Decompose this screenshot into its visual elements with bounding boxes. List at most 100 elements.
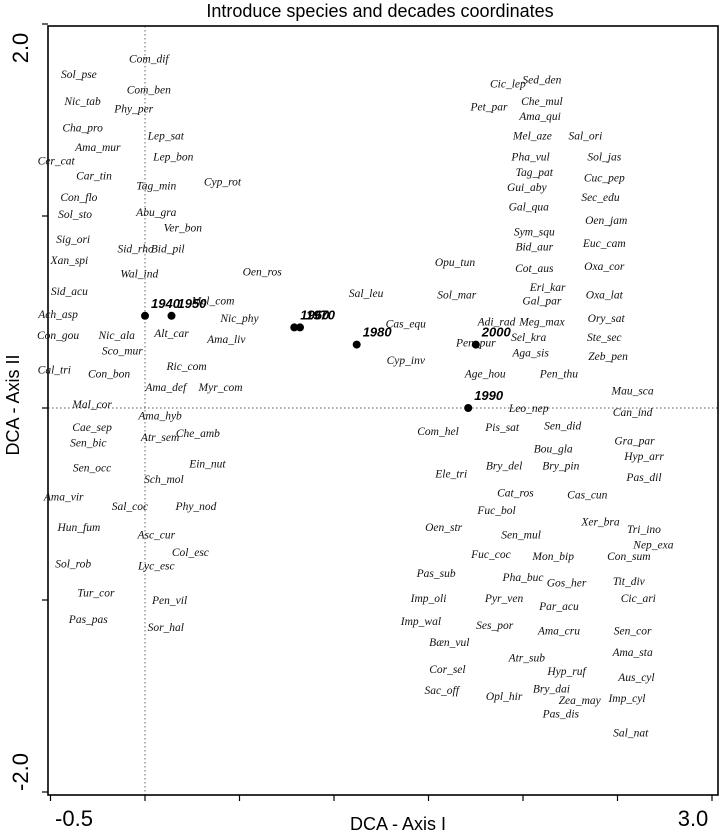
species-label: Ric_com xyxy=(165,361,206,373)
species-label: Can_ind xyxy=(613,407,653,419)
species-label: Cha_pro xyxy=(62,123,103,135)
species-label: Sen_did xyxy=(544,420,581,432)
species-label: Imp_wal xyxy=(400,616,441,628)
species-label: Age_hou xyxy=(464,368,506,380)
species-label: Sed_den xyxy=(522,75,561,87)
species-label: Zea_may xyxy=(559,695,602,707)
species-label: Bid_pil xyxy=(151,244,185,256)
species-label: Sol_rob xyxy=(55,559,91,571)
species-label: Ama_cru xyxy=(537,626,580,638)
species-label: Alt_car xyxy=(153,328,189,340)
species-label: Hyp_arr xyxy=(623,451,664,463)
species-label: Con_gou xyxy=(37,330,79,342)
decade-point xyxy=(167,311,176,320)
species-label: Ory_sat xyxy=(588,313,626,325)
species-label: Fuc_coc xyxy=(470,549,511,561)
species-label: Aga_sis xyxy=(511,347,549,359)
species-label: Com_dif xyxy=(129,54,170,66)
species-label: Pas_pas xyxy=(68,614,109,626)
species-label: Col_esc xyxy=(172,547,209,559)
species-label: Cal_tri xyxy=(38,365,71,377)
species-label: Sig_ori xyxy=(56,234,90,246)
species-label: Gos_her xyxy=(547,578,587,590)
chart-title: Introduce species and decades coordinate… xyxy=(206,1,553,21)
species-label: Ses_por xyxy=(476,620,514,632)
decade-label: 1960 xyxy=(300,307,330,322)
species-label: Phy_nod xyxy=(175,501,217,513)
species-label: Cyp_inv xyxy=(387,355,426,367)
species-label: Con_sum xyxy=(607,551,650,563)
species-label: Cyp_rot xyxy=(204,176,242,188)
species-label: Cic_ari xyxy=(621,593,656,605)
species-label: Oen_jam xyxy=(585,215,627,227)
species-label: Asc_cur xyxy=(136,530,175,542)
species-label: Sal_nat xyxy=(613,728,649,740)
species-label: Cer_cat xyxy=(38,155,76,167)
species-label: Lep_sat xyxy=(147,130,185,142)
species-label: Cae_sep xyxy=(72,422,112,434)
species-label: Sen_mul xyxy=(501,530,541,542)
species-label: Gal_qua xyxy=(509,201,550,213)
species-label: Xer_bra xyxy=(580,516,620,528)
species-label: Sor_hal xyxy=(148,622,184,634)
species-label: Lep_bon xyxy=(152,152,194,164)
species-label: Cas_cun xyxy=(567,489,608,501)
species-label: Gui_aby xyxy=(507,182,548,194)
species-label: Wal_ind xyxy=(120,269,158,281)
species-label: Sol_sto xyxy=(58,209,92,221)
species-label: Ama_vir xyxy=(43,491,84,503)
species-label: Mon_bip xyxy=(531,551,574,563)
species-label: Euc_cam xyxy=(582,238,626,250)
species-label: Bid_aur xyxy=(515,242,553,254)
species-label: Cat_ros xyxy=(497,488,534,500)
y-tick-label-max: 2.0 xyxy=(8,33,33,64)
species-label: Tri_ino xyxy=(627,524,661,536)
species-label: Bæn_vul xyxy=(429,637,469,649)
species-label: Mau_sca xyxy=(611,386,654,398)
species-label: Bry_del xyxy=(486,461,522,473)
species-labels: Com_dif Sol_pse Com_ben Nic_tab Phy_per Cha_p… xyxy=(37,54,674,740)
species-label: Sen_cor xyxy=(614,626,652,638)
species-label: Meg_max xyxy=(518,317,565,329)
species-label: Oen_ros xyxy=(243,267,283,279)
species-label: Ama_sta xyxy=(611,647,653,659)
species-label: Cor_sel xyxy=(429,664,465,676)
species-label: Pas_dis xyxy=(542,708,580,720)
plot-frame xyxy=(47,25,719,796)
species-label: Con_flo xyxy=(60,192,97,204)
species-label: Zeb_pen xyxy=(588,351,628,363)
species-label: Sol_mar xyxy=(437,290,477,302)
y-axis-label: DCA - Axis II xyxy=(3,354,23,455)
species-label: Cot_aus xyxy=(515,263,554,275)
decade-point xyxy=(464,404,473,412)
species-label: Pas_sub xyxy=(416,568,456,580)
species-label: Lyc_esc xyxy=(137,560,175,572)
species-label: Ein_nut xyxy=(188,459,226,471)
species-label: Bry_pin xyxy=(542,461,579,473)
species-label: Com_hel xyxy=(417,426,459,438)
species-label: Ama_qui xyxy=(518,111,561,123)
species-label: Tag_min xyxy=(136,180,176,192)
species-label: Ama_mur xyxy=(74,142,121,154)
species-label: Nic_ala xyxy=(97,330,135,342)
species-label: Eri_kar xyxy=(529,282,566,294)
species-label: Bry_dai xyxy=(533,683,570,695)
species-label: Mel_com xyxy=(191,296,235,308)
decade-label: 1980 xyxy=(363,325,393,340)
species-label: Com_ben xyxy=(127,84,171,96)
species-label: Ama_def xyxy=(144,382,188,394)
species-label: Mel_aze xyxy=(512,130,552,142)
decade-label: 1940 xyxy=(151,296,181,311)
species-label: Pha_buc xyxy=(502,572,544,584)
species-label: Sec_edu xyxy=(581,192,620,204)
species-label: Ele_tri xyxy=(434,468,467,480)
species-label: Oxa_lat xyxy=(586,290,624,302)
species-label: Ach_asp xyxy=(37,309,78,321)
x-axis-label: DCA - Axis I xyxy=(350,814,446,834)
decade-label: 1970 xyxy=(306,307,336,322)
species-label: Imp_oli xyxy=(410,593,447,605)
species-label: Xan_spi xyxy=(50,255,89,267)
species-label: Sal_leu xyxy=(349,288,384,300)
species-label: Pet_par xyxy=(469,102,508,114)
